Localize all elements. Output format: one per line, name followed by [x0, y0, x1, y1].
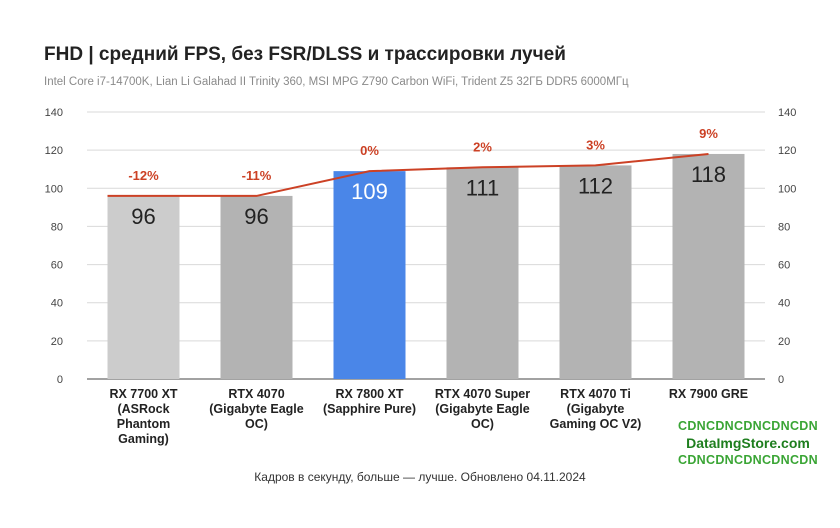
diff-percent-label: 2%: [473, 139, 492, 154]
bar-value-label: 111: [466, 175, 499, 200]
chart-subtitle: Intel Core i7-14700K, Lian Li Galahad II…: [44, 76, 629, 88]
x-tick-label-line: RX 7700 XT: [109, 387, 177, 401]
watermark-line-1: CDNCDNCDNCDNCDN: [678, 419, 818, 433]
x-tick-label-line: OC): [471, 417, 494, 431]
diff-percent-label: 0%: [360, 143, 379, 158]
x-tick-label-line: RTX 4070 Ti: [560, 387, 631, 401]
x-tick-label-line: Gaming OC V2): [550, 417, 642, 431]
bar: [672, 153, 745, 379]
diff-percent-label: -12%: [128, 168, 159, 183]
right-axis-tick-label: 40: [778, 298, 790, 310]
diff-percent-label: 9%: [699, 126, 718, 141]
x-tick-label-line: (Gigabyte: [567, 402, 625, 416]
x-tick-label-line: OC): [245, 417, 268, 431]
right-axis-tick-label: 80: [778, 221, 790, 233]
x-tick-label: RTX 4070 Ti (Gigabyte Gaming OC V2): [550, 387, 642, 431]
bar: [559, 165, 632, 379]
x-tick-label: RTX 4070 (Gigabyte Eagle OC): [209, 387, 304, 431]
diff-percent-label: 3%: [586, 137, 605, 152]
right-axis-tick-label: 120: [778, 145, 796, 157]
x-tick-label-line: (Gigabyte Eagle: [209, 402, 304, 416]
y-tick-label: 40: [51, 298, 63, 310]
right-axis-tick-label: 100: [778, 183, 796, 195]
right-axis-tick-label: 0: [778, 374, 784, 386]
x-tick-label-line: (ASRock: [117, 402, 169, 416]
x-tick-label-line: RTX 4070: [228, 387, 284, 401]
x-tick-label: RTX 4070 Super (Gigabyte Eagle OC): [435, 387, 530, 431]
watermark: CDNCDNCDNCDNCDN DataImgStore.com CDNCDNC…: [668, 418, 828, 469]
x-tick-label-line: RX 7800 XT: [335, 387, 403, 401]
watermark-line-3: CDNCDNCDNCDNCDN: [678, 453, 818, 467]
x-tick-label-line: Phantom: [117, 417, 170, 431]
x-tick-label: RX 7800 XT (Sapphire Pure): [323, 387, 416, 416]
y-tick-label: 0: [57, 374, 63, 386]
x-tick-label-line: (Gigabyte Eagle: [435, 402, 530, 416]
right-axis-tick-label: 140: [778, 107, 796, 119]
bar-value-label: 118: [691, 162, 726, 187]
bar-value-label: 112: [578, 173, 613, 198]
watermark-line-2: DataImgStore.com: [686, 435, 810, 451]
y-tick-label: 20: [51, 336, 63, 348]
bar: [220, 195, 293, 379]
bar: [333, 171, 406, 379]
x-tick-label-line: Gaming): [118, 432, 169, 446]
chart-footer: Кадров в секунду, больше — лучше. Обновл…: [254, 470, 586, 484]
x-tick-label-line: RX 7900 GRE: [669, 387, 748, 401]
chart-title: FHD | средний FPS, без FSR/DLSS и трасси…: [44, 44, 566, 65]
bar: [446, 167, 519, 379]
relative-diff-line: [107, 152, 709, 197]
y-tick-label: 60: [51, 260, 63, 272]
right-axis-tick-label: 60: [778, 260, 790, 272]
y-tick-label: 140: [45, 107, 63, 119]
diff-percent-label: -11%: [242, 168, 272, 183]
x-tick-label-line: (Sapphire Pure): [323, 402, 416, 416]
y-tick-label: 100: [45, 183, 63, 195]
x-tick-label-line: RTX 4070 Super: [435, 387, 530, 401]
bar-value-label: 109: [351, 179, 388, 204]
bar-value-label: 96: [131, 204, 155, 229]
right-axis-tick-label: 20: [778, 336, 790, 348]
y-tick-label: 120: [45, 145, 63, 157]
bar: [107, 195, 180, 379]
y-tick-label: 80: [51, 221, 63, 233]
x-tick-label: RX 7900 GRE: [669, 387, 748, 401]
bar-value-label: 96: [244, 204, 268, 229]
x-tick-label: RX 7700 XT (ASRock Phantom Gaming): [109, 387, 177, 446]
